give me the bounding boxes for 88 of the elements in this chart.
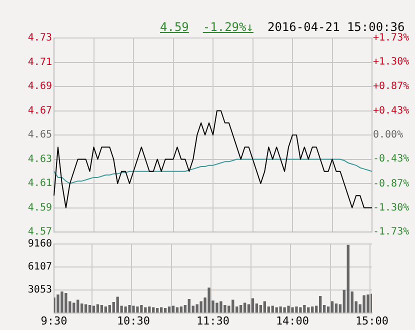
x-tick-label: 10:30 — [116, 314, 150, 328]
bar — [366, 294, 370, 313]
bar — [263, 301, 266, 313]
y-tick-label: 9160 — [28, 238, 52, 250]
bar — [168, 306, 171, 313]
bar — [104, 306, 108, 313]
bar — [220, 301, 222, 313]
y-tick-label: 6107 — [28, 262, 52, 273]
bar — [156, 308, 159, 313]
y-tick-label: 3053 — [28, 284, 52, 296]
bar — [172, 306, 175, 313]
y2-tick-label: -0.87% — [373, 178, 410, 190]
y2-tick-label: +1.30% — [373, 56, 410, 68]
bar — [287, 306, 290, 313]
bar — [295, 306, 298, 313]
bar — [164, 308, 167, 313]
bar — [108, 304, 111, 313]
bar — [303, 304, 306, 313]
bar — [271, 306, 274, 313]
bar — [318, 296, 322, 313]
bar — [279, 306, 282, 313]
bar — [311, 306, 314, 313]
bar — [239, 304, 242, 313]
bar — [224, 304, 226, 313]
bar — [56, 294, 60, 313]
y-tick-label: 4.65 — [28, 130, 52, 141]
bar — [128, 304, 131, 313]
bar — [80, 303, 84, 313]
bar — [96, 304, 100, 313]
text: 4.59 — [160, 20, 189, 34]
bar — [136, 306, 139, 313]
y2-tick-label: 0.00% — [373, 130, 404, 141]
bar — [346, 244, 350, 313]
bar — [291, 307, 294, 313]
bar — [160, 307, 163, 313]
bar — [251, 298, 254, 313]
bar — [100, 304, 104, 313]
bar — [116, 296, 119, 313]
x-tick-label: 15:00 — [355, 314, 389, 328]
y-tick-label: 4.69 — [28, 81, 52, 92]
bar — [148, 306, 151, 313]
bar — [76, 300, 80, 313]
bar — [330, 301, 334, 313]
bar — [72, 302, 76, 313]
y2-tick-label: -0.43% — [373, 154, 410, 165]
bar — [200, 301, 202, 313]
bar — [180, 306, 183, 313]
bar — [88, 304, 92, 313]
y-tick-label: 4.67 — [28, 105, 52, 116]
bar — [243, 302, 246, 313]
text: 2016-04-21 15:00:36 — [267, 20, 405, 34]
bar — [275, 307, 278, 313]
bar — [132, 306, 135, 313]
bar — [307, 307, 310, 313]
bar — [232, 300, 234, 313]
y2-tick-label: +0.43% — [373, 105, 410, 116]
bar — [208, 288, 210, 313]
bar — [176, 307, 179, 313]
y2-tick-label: -1.73% — [373, 226, 410, 238]
bar — [92, 306, 96, 313]
text: -1.29%↓ — [202, 20, 254, 34]
x-tick-label: 11:30 — [196, 314, 230, 328]
y-tick-label: 4.61 — [28, 178, 52, 190]
bar — [299, 307, 302, 313]
bar — [140, 304, 143, 313]
bar — [259, 304, 262, 313]
bar — [152, 307, 155, 313]
bar — [196, 304, 198, 313]
bar — [60, 291, 64, 313]
y-tick-label: 4.71 — [28, 56, 52, 68]
bar — [334, 303, 338, 313]
y-tick-label: 4.59 — [28, 202, 52, 214]
y-tick-label: 4.73 — [28, 32, 52, 44]
bar — [188, 298, 190, 313]
x-tick-label: 9:30 — [40, 314, 68, 328]
y2-tick-label: -1.30% — [373, 202, 410, 214]
bar — [283, 307, 286, 313]
x-tick-label: 14:00 — [276, 314, 310, 328]
bar — [124, 306, 127, 313]
bar — [144, 307, 147, 313]
y-tick-label: 4.63 — [28, 154, 52, 165]
y2-tick-label: +1.73% — [373, 32, 410, 44]
bar — [64, 292, 68, 313]
bar — [84, 304, 88, 313]
y2-tick-label: +0.87% — [373, 80, 410, 92]
y-tick-label: 4.57 — [28, 226, 52, 238]
bar — [216, 302, 218, 313]
bar — [362, 295, 366, 313]
